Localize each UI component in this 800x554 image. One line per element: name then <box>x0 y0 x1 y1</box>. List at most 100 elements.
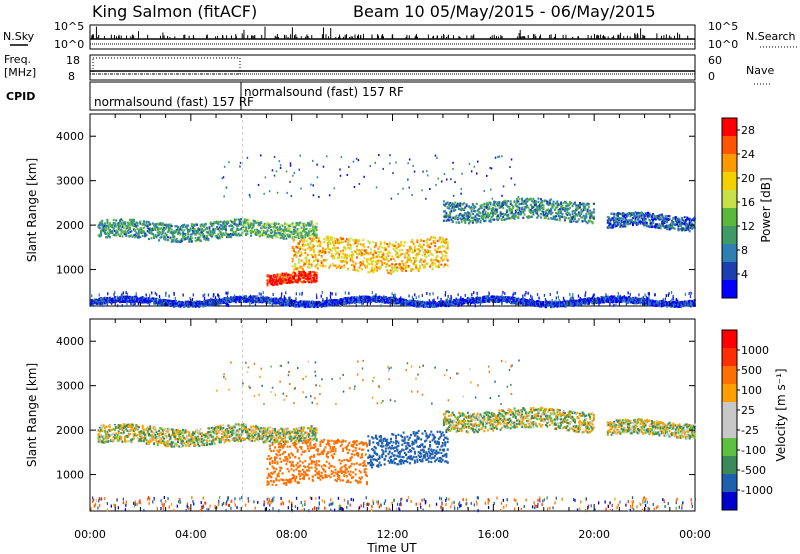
scatter-point <box>296 305 299 308</box>
scatter-point <box>475 202 478 205</box>
scatter-point <box>198 236 201 239</box>
scatter-point <box>500 205 503 208</box>
scatter-point <box>479 221 482 224</box>
scatter-point <box>415 304 418 308</box>
scatter-point <box>194 304 197 307</box>
scatter-point <box>592 202 595 205</box>
scatter-point <box>575 220 578 223</box>
scatter-point <box>255 233 258 236</box>
scatter-point <box>266 234 269 237</box>
scatter-point <box>355 239 358 242</box>
scatter-point <box>359 299 362 302</box>
scatter-point <box>669 224 672 227</box>
scatter-point <box>265 225 268 228</box>
scatter-point <box>107 233 110 236</box>
scatter-point <box>236 234 239 237</box>
scatter-point <box>98 235 101 238</box>
scatter-point <box>132 234 135 237</box>
scatter-point <box>398 249 401 252</box>
scatter-point <box>242 225 245 228</box>
scatter-point <box>540 198 542 201</box>
scatter-point <box>513 213 516 216</box>
scatter-point <box>537 214 540 217</box>
scatter-point <box>571 205 574 208</box>
scatter-point <box>170 300 173 303</box>
scatter-point <box>96 302 99 305</box>
scatter-point <box>436 266 439 269</box>
scatter-point <box>390 296 392 299</box>
scatter-point <box>469 214 472 217</box>
scatter-point <box>148 227 150 230</box>
scatter-point <box>173 299 176 303</box>
scatter-point <box>556 218 559 221</box>
scatter-point <box>460 214 463 217</box>
scatter-point <box>325 236 328 239</box>
scatter-point <box>329 248 332 251</box>
scatter-point <box>391 243 394 246</box>
scatter-point <box>291 257 294 260</box>
scatter-point <box>406 249 409 252</box>
scatter-point <box>130 234 133 237</box>
scatter-point <box>134 233 137 236</box>
scatter-point <box>140 299 143 302</box>
scatter-point <box>232 296 235 299</box>
cpid-mode-2: normalsound (fast) 157 RF <box>244 85 404 99</box>
scatter-point <box>303 228 305 231</box>
scatter-point <box>579 206 581 209</box>
scatter-point <box>429 265 432 268</box>
scatter-point <box>420 246 423 249</box>
scatter-point <box>135 224 138 227</box>
scatter-point <box>285 229 288 232</box>
scatter-point <box>229 236 232 239</box>
scatter-point <box>681 229 684 232</box>
scatter-point <box>402 298 405 301</box>
scatter-point <box>540 216 542 219</box>
scatter-point <box>581 220 584 223</box>
scatter-point <box>122 222 125 225</box>
scatter-point <box>308 300 311 303</box>
scatter-point <box>419 264 421 267</box>
scatter-point <box>227 299 230 302</box>
scatter-point <box>529 209 532 212</box>
scatter-point <box>498 206 501 210</box>
scatter-point <box>306 275 309 278</box>
scatter-point <box>206 299 208 302</box>
scatter-point <box>313 273 316 276</box>
scatter-point <box>301 236 304 239</box>
scatter-point <box>296 242 299 245</box>
scatter-point <box>263 223 266 226</box>
scatter-point <box>175 228 178 232</box>
scatter-point <box>159 231 162 234</box>
scatter-point <box>374 244 377 247</box>
scatter-point <box>271 280 274 283</box>
scatter-point <box>412 262 415 265</box>
scatter-point <box>295 255 298 258</box>
scatter-point <box>306 305 309 308</box>
scatter-point <box>265 223 268 226</box>
scatter-point <box>672 217 675 220</box>
scatter-point <box>504 199 507 202</box>
scatter-point <box>238 222 241 225</box>
scatter-point <box>531 210 534 213</box>
cpid-label: CPID <box>6 90 35 103</box>
scatter-point <box>381 263 384 266</box>
scatter-point <box>492 208 495 211</box>
scatter-point <box>287 278 290 281</box>
scatter-point <box>257 233 260 236</box>
scatter-point <box>229 298 232 301</box>
scatter-point <box>193 230 196 233</box>
scatter-point <box>441 245 444 248</box>
scatter-point <box>587 203 590 206</box>
scatter-point <box>106 220 109 223</box>
scatter-point <box>545 215 547 218</box>
scatter-point <box>584 216 587 219</box>
scatter-point <box>405 302 408 305</box>
scatter-point <box>166 230 169 233</box>
scatter-point <box>518 207 521 210</box>
scatter-point <box>298 276 300 279</box>
scatter-point <box>192 302 195 305</box>
scatter-point <box>233 221 236 224</box>
scatter-point <box>345 238 348 241</box>
scatter-point <box>662 224 665 228</box>
scatter-point <box>271 302 274 305</box>
